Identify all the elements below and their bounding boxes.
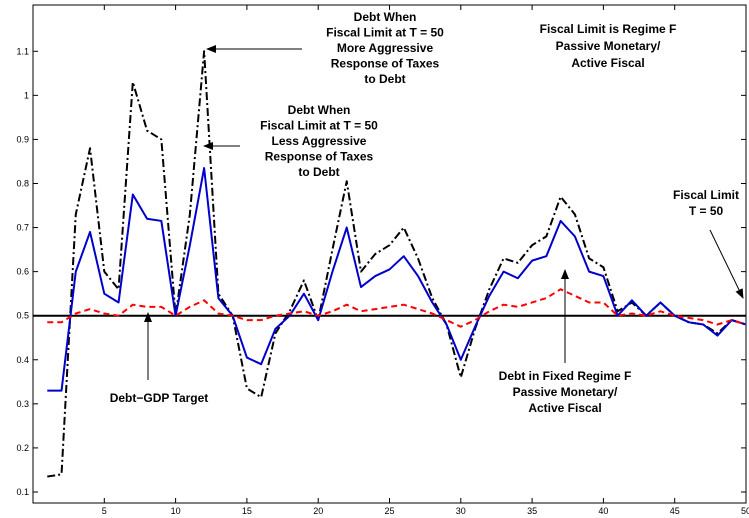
annotation-debt-gdp-target-line: Debt−GDP Target xyxy=(110,391,209,405)
series-fixed-regime-f-line xyxy=(47,288,747,328)
x-tick-label: 45 xyxy=(670,506,680,516)
annotation-fiscal-limit-regime-line: Passive Monetary/ xyxy=(556,39,661,53)
y-tick-label: 0.8 xyxy=(16,178,29,188)
y-tick-label: 1 xyxy=(24,90,29,100)
annotation-fixed-regime-f-line: Passive Monetary/ xyxy=(513,385,618,399)
y-tick-label: 1.1 xyxy=(16,46,29,56)
x-tick-label: 10 xyxy=(171,506,181,516)
x-tick-label: 50 xyxy=(741,506,749,516)
annotation-fiscal-limit-t50-arrow xyxy=(709,229,744,299)
annotation-more-aggressive-line: More Aggressive xyxy=(337,41,434,55)
y-tick-label: 0.6 xyxy=(16,267,29,277)
annotation-fixed-regime-f: Debt in Fixed Regime F Passive Monetary/A… xyxy=(499,369,632,415)
y-tick-label: 0.4 xyxy=(16,355,29,365)
annotation-more-aggressive-line: Debt When xyxy=(354,10,417,24)
annotation-fixed-regime-f-line: Debt in Fixed Regime F xyxy=(499,369,632,383)
y-tick-label: 0.3 xyxy=(16,399,29,409)
annotation-fiscal-limit-regime: Fiscal Limit is Regime F Passive Monetary… xyxy=(540,22,677,70)
annotation-less-aggressive-line: Less Aggressive xyxy=(272,134,367,148)
annotation-fiscal-limit-t50: Fiscal Limit T = 50 xyxy=(673,188,739,218)
series-less-aggressive-line xyxy=(47,167,747,392)
annotation-less-aggressive: Debt When Fiscal Limit at T = 50 Less Aggr… xyxy=(260,103,378,179)
x-tick-label: 25 xyxy=(384,506,394,516)
x-tick-label: 15 xyxy=(242,506,252,516)
annotation-more-aggressive-line: Response of Taxes xyxy=(331,57,440,71)
x-tick-label: 30 xyxy=(456,506,466,516)
x-tick-label: 5 xyxy=(102,506,107,516)
annotation-fiscal-limit-t50-line: T = 50 xyxy=(689,204,724,218)
y-tick-label: 0.9 xyxy=(16,134,29,144)
annotation-fiscal-limit-t50-line: Fiscal Limit xyxy=(673,188,739,202)
x-tick-label: 40 xyxy=(598,506,608,516)
annotation-more-aggressive-line: to Debt xyxy=(364,72,405,86)
y-tick-label: 0.5 xyxy=(16,311,29,321)
annotation-fiscal-limit-regime-line: Fiscal Limit is Regime F xyxy=(540,22,677,36)
x-tick-label: 35 xyxy=(527,506,537,516)
annotation-less-aggressive-line: Fiscal Limit at T = 50 xyxy=(260,119,378,133)
y-tick-label: 0.7 xyxy=(16,223,29,233)
annotation-fixed-regime-f-line: Active Fiscal xyxy=(528,401,601,415)
plot-frame xyxy=(32,4,747,504)
annotation-fiscal-limit-regime-line: Active Fiscal xyxy=(571,56,644,70)
annotation-less-aggressive-line: Debt When xyxy=(288,103,351,117)
x-tick-label: 20 xyxy=(313,506,323,516)
axis-ticks: 5 10 15 20 25 30 35 40 45 50 0.1 0.2 0.3 0.4 0.5 0.6 0.7… xyxy=(16,5,749,516)
annotation-debt-gdp-target: Debt−GDP Target xyxy=(110,391,209,405)
annotation-more-aggressive-line: Fiscal Limit at T = 50 xyxy=(326,26,444,40)
annotations: Debt When Fiscal Limit at T = 50 More Aggr… xyxy=(110,10,744,415)
annotation-less-aggressive-line: to Debt xyxy=(298,165,339,179)
annotation-more-aggressive: Debt When Fiscal Limit at T = 50 More Aggr… xyxy=(326,10,444,86)
series-group xyxy=(47,50,747,478)
y-tick-label: 0.2 xyxy=(16,443,29,453)
annotation-less-aggressive-line: Response of Taxes xyxy=(265,150,374,164)
y-tick-label: 0.1 xyxy=(16,487,29,497)
